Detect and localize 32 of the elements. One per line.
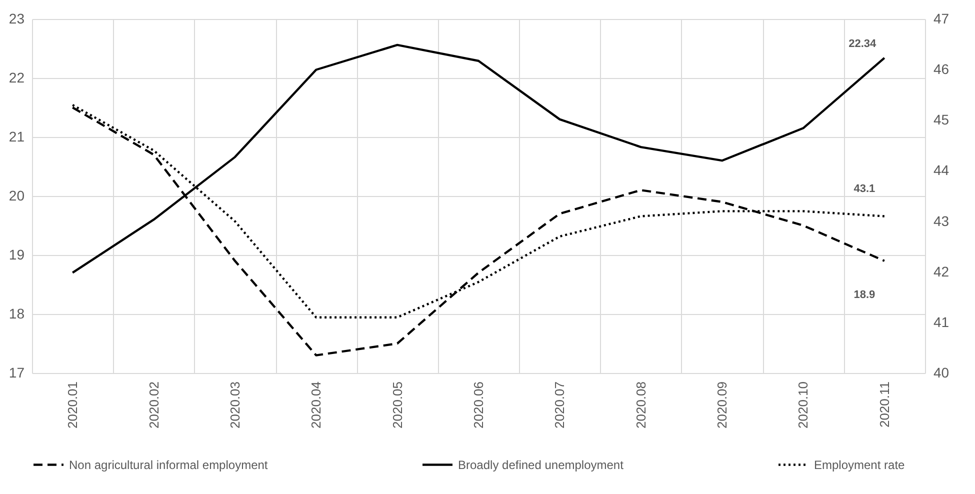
legend-label: Broadly defined unemployment [458, 458, 624, 472]
y-tick-label: 20 [8, 188, 25, 204]
y2-tick-label: 45 [934, 112, 950, 128]
x-tick-label: 2020.06 [471, 382, 486, 428]
y-tick-label: 18 [8, 306, 25, 322]
x-tick-label: 2020.01 [65, 382, 80, 428]
x-tick-label: 2020.07 [552, 382, 568, 428]
y-tick-label: 17 [8, 364, 25, 380]
x-tick-label: 2020.10 [796, 382, 811, 428]
y2-tick-label: 43 [934, 212, 950, 229]
y2-tick-label: 44 [934, 162, 950, 178]
x-tick-label: 2020.05 [390, 382, 405, 428]
y2-tick-label: 46 [934, 61, 950, 78]
y2-tick-label: 47 [934, 10, 950, 26]
y2-tick-label: 41 [934, 314, 950, 330]
y-tick-label: 19 [8, 246, 25, 262]
y2-tick-label: 42 [934, 263, 950, 280]
x-tick-label: 2020.03 [227, 382, 242, 428]
y-tick-label: 22 [8, 70, 25, 86]
x-tick-label: 2020.11 [876, 382, 892, 428]
x-tick-label: 2020.08 [633, 382, 648, 428]
y-tick-label: 21 [8, 128, 25, 144]
x-tick-label: 2020.02 [146, 382, 162, 428]
data-label: 18.9 [854, 288, 876, 301]
y2-tick-label: 40 [934, 364, 950, 380]
data-label: 22.34 [848, 38, 878, 50]
x-tick-label: 2020.09 [714, 382, 730, 428]
data-label: 43.1 [854, 183, 876, 196]
legend-label: Non agricultural informal employment [69, 458, 268, 472]
legend-label: Employment rate [814, 458, 906, 472]
x-tick-label: 2020.04 [308, 382, 324, 428]
y-tick-label: 23 [8, 10, 25, 26]
